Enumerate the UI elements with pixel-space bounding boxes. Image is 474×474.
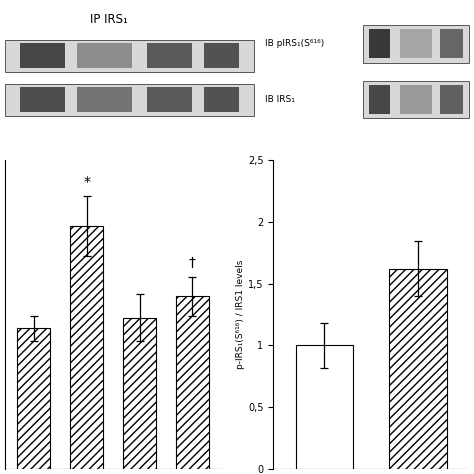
Bar — [389, 269, 447, 469]
Text: *: * — [83, 174, 90, 189]
FancyBboxPatch shape — [20, 87, 64, 112]
FancyBboxPatch shape — [5, 40, 254, 72]
FancyBboxPatch shape — [368, 85, 390, 114]
Bar — [176, 296, 209, 469]
Bar — [70, 226, 103, 469]
FancyBboxPatch shape — [204, 44, 239, 68]
FancyBboxPatch shape — [401, 29, 432, 58]
Text: IB IRS₁: IB IRS₁ — [265, 95, 295, 104]
FancyBboxPatch shape — [363, 26, 469, 63]
FancyBboxPatch shape — [439, 29, 463, 58]
FancyBboxPatch shape — [77, 44, 132, 68]
FancyBboxPatch shape — [147, 44, 191, 68]
FancyBboxPatch shape — [5, 84, 254, 116]
FancyBboxPatch shape — [204, 87, 239, 112]
Text: IB pIRS₁(S⁶¹⁶): IB pIRS₁(S⁶¹⁶) — [265, 39, 325, 48]
Y-axis label: p-IRS₁(S⁶¹⁶) / IRS1 levels: p-IRS₁(S⁶¹⁶) / IRS1 levels — [236, 260, 245, 369]
FancyBboxPatch shape — [20, 44, 64, 68]
Text: IP IRS₁: IP IRS₁ — [91, 13, 128, 27]
FancyBboxPatch shape — [77, 87, 132, 112]
FancyBboxPatch shape — [363, 81, 469, 118]
FancyBboxPatch shape — [401, 85, 432, 114]
Bar — [296, 346, 354, 469]
FancyBboxPatch shape — [368, 29, 390, 58]
FancyBboxPatch shape — [439, 85, 463, 114]
Bar — [18, 328, 50, 469]
FancyBboxPatch shape — [147, 87, 191, 112]
Bar — [123, 318, 156, 469]
Text: †: † — [189, 255, 196, 270]
